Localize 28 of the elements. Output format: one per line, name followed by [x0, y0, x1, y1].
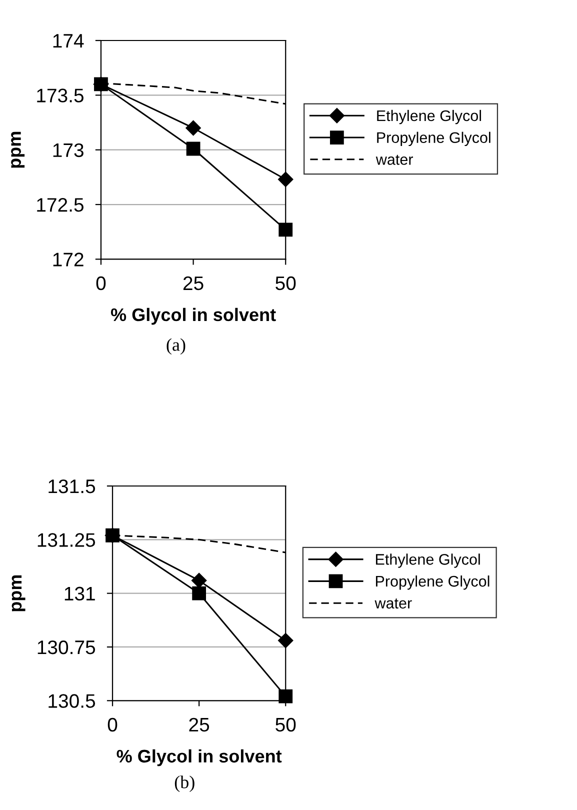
x-tick-label: 25 — [183, 276, 204, 290]
legend-label: water — [376, 154, 413, 165]
y-tick-label: 174 — [53, 34, 84, 48]
text: (a) — [166, 338, 186, 355]
x-tick-label: 25 — [189, 718, 210, 732]
y-axis-title: ppm — [12, 575, 26, 612]
legend-label: Propylene Glycol — [377, 132, 490, 146]
legend-label: Propylene Glycol — [376, 575, 490, 590]
x-tick-label: 50 — [276, 718, 296, 732]
legend-label: Ethylene Glycol — [376, 554, 480, 568]
y-tick-label: 172 — [53, 252, 84, 266]
y-tick-label: 173 — [53, 143, 84, 158]
y-tick-label: 131.25 — [38, 533, 96, 547]
y-tick-label: 131 — [64, 586, 95, 601]
x-tick-label: 0 — [96, 276, 106, 290]
x-tick-label: 50 — [276, 276, 296, 290]
y-tick-label: 173.5 — [37, 88, 84, 102]
legend-label: water — [374, 598, 412, 609]
x-axis-title: % Glycol in solvent — [116, 749, 282, 766]
y-axis-title: ppm — [11, 132, 25, 168]
y-tick-label: 131.5 — [48, 479, 96, 494]
x-axis-title: % Glycol in solvent — [110, 308, 276, 325]
text: (b) — [174, 776, 194, 792]
y-tick-label: 172.5 — [37, 198, 84, 212]
y-tick-label: 130.75 — [38, 640, 96, 654]
x-tick-label: 0 — [108, 718, 118, 732]
y-tick-label: 130.5 — [48, 694, 96, 708]
legend-label: Ethylene Glycol — [377, 110, 482, 124]
